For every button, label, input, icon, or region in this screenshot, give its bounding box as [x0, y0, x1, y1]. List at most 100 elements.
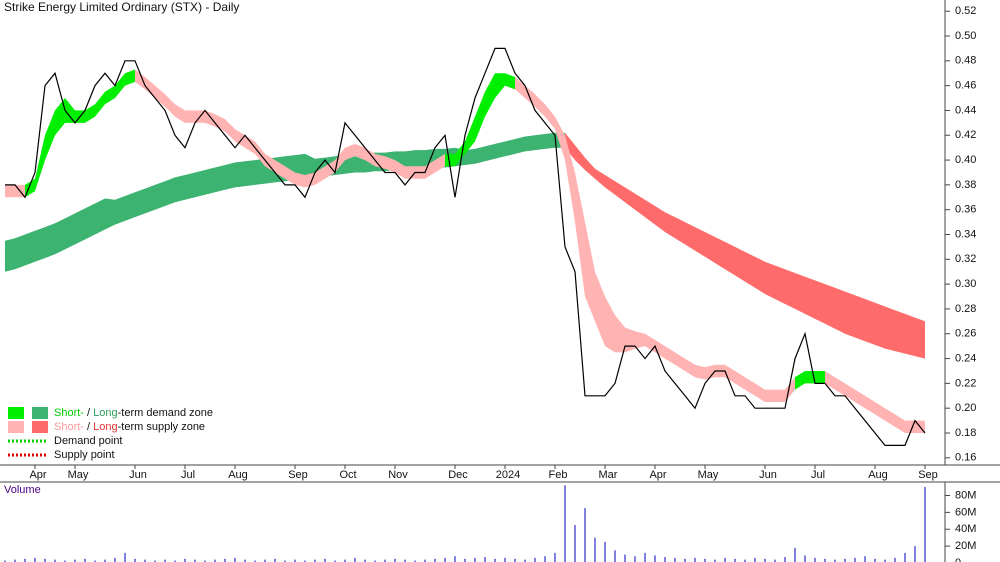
- legend-text: /: [84, 421, 93, 433]
- volume-bar: [444, 557, 446, 562]
- legend-text: Short-: [54, 421, 84, 433]
- y-tick-label: 0.30: [955, 278, 976, 290]
- legend-label: Supply point: [54, 449, 115, 461]
- x-tick-label: Apr: [29, 469, 46, 481]
- y-tick-label: 0.16: [955, 452, 976, 464]
- x-tick-label: Apr: [649, 469, 666, 481]
- y-tick-label: 0.32: [955, 253, 976, 265]
- volume-bar: [364, 559, 366, 562]
- x-tick-label: Nov: [388, 469, 408, 481]
- volume-bar: [664, 557, 666, 562]
- y-tick-label: 0.28: [955, 303, 976, 315]
- volume-bar: [404, 559, 406, 562]
- volume-bar: [524, 559, 526, 562]
- volume-bar: [754, 557, 756, 562]
- volume-bar: [914, 546, 916, 562]
- volume-bar: [234, 557, 236, 562]
- legend-label: Demand point: [54, 435, 123, 447]
- volume-bar: [464, 558, 466, 562]
- x-tick-label: Jul: [811, 469, 825, 481]
- y-tick-label: 0.44: [955, 104, 976, 116]
- volume-bar: [264, 559, 266, 562]
- volume-bar: [644, 552, 646, 562]
- volume-bar: [634, 556, 636, 562]
- zone-band: [5, 132, 565, 272]
- volume-bar: [34, 557, 36, 562]
- volume-bar: [354, 557, 356, 562]
- volume-bar: [734, 558, 736, 562]
- y-tick-label: 0.42: [955, 129, 976, 141]
- legend-text: -term demand zone: [118, 407, 213, 419]
- legend-text: -term supply zone: [118, 421, 205, 433]
- volume-bar: [794, 547, 796, 562]
- x-tick-label: May: [68, 469, 89, 481]
- volume-bar: [554, 552, 556, 562]
- volume-bar: [374, 560, 376, 562]
- legend-text: /: [84, 407, 93, 419]
- volume-bar: [714, 559, 716, 562]
- zone-band: [135, 69, 445, 188]
- volume-title: Volume: [4, 484, 41, 496]
- y-tick-label: 0.22: [955, 377, 976, 389]
- volume-bar: [864, 556, 866, 562]
- volume-bar: [844, 558, 846, 562]
- legend-text: Demand point: [54, 435, 123, 447]
- volume-bar: [344, 559, 346, 562]
- x-tick-label: 2024: [496, 469, 520, 481]
- volume-bar: [84, 558, 86, 562]
- y-tick-label: 0.18: [955, 427, 976, 439]
- zone-band: [515, 77, 795, 402]
- x-tick-label: Oct: [339, 469, 356, 481]
- volume-bar: [704, 558, 706, 562]
- x-tick-label: Aug: [868, 469, 888, 481]
- volume-bar: [394, 558, 396, 562]
- volume-bar: [494, 558, 496, 562]
- volume-bar: [454, 556, 456, 562]
- volume-bar: [104, 559, 106, 562]
- y-tick-label: 0.40: [955, 154, 976, 166]
- volume-bar: [294, 559, 296, 562]
- x-tick-label: Jun: [129, 469, 147, 481]
- volume-bar: [594, 537, 596, 562]
- y-tick-label: 20M: [955, 540, 976, 552]
- volume-bar: [654, 555, 656, 562]
- y-tick-label: 0.34: [955, 228, 976, 240]
- volume-bar: [164, 559, 166, 562]
- volume-bar: [604, 541, 606, 562]
- volume-bar: [74, 559, 76, 562]
- volume-bar: [854, 557, 856, 562]
- volume-bar: [824, 558, 826, 562]
- legend-label: Short- / Long-term demand zone: [54, 407, 213, 419]
- volume-bar: [414, 560, 416, 562]
- legend-label: Short- / Long-term supply zone: [54, 421, 205, 433]
- y-tick-label: 80M: [955, 489, 976, 501]
- volume-bar: [154, 560, 156, 562]
- volume-bar: [324, 558, 326, 562]
- volume-bar: [384, 559, 386, 562]
- x-tick-label: Feb: [549, 469, 568, 481]
- x-tick-label: Sep: [918, 469, 938, 481]
- y-tick-label: 0.26: [955, 328, 976, 340]
- volume-bar: [784, 557, 786, 562]
- volume-bar: [184, 558, 186, 562]
- volume-bar: [484, 557, 486, 562]
- volume-bar: [894, 557, 896, 562]
- volume-bar: [774, 559, 776, 562]
- zone-band: [5, 184, 25, 198]
- volume-bar: [274, 558, 276, 562]
- legend-swatch: [8, 421, 24, 433]
- volume-bar: [684, 558, 686, 562]
- x-tick-label: May: [698, 469, 719, 481]
- volume-bar: [94, 560, 96, 562]
- price-line: [5, 47, 926, 446]
- y-tick-label: 0.50: [955, 30, 976, 42]
- y-tick-label: 60M: [955, 506, 976, 518]
- volume-bar: [564, 485, 566, 562]
- volume-bar: [834, 559, 836, 562]
- volume-bar: [514, 558, 516, 562]
- y-tick-label: 0.24: [955, 352, 976, 364]
- zone-band: [825, 371, 925, 433]
- volume-bar: [194, 559, 196, 562]
- zone-band: [25, 69, 135, 198]
- volume-bar: [304, 560, 306, 562]
